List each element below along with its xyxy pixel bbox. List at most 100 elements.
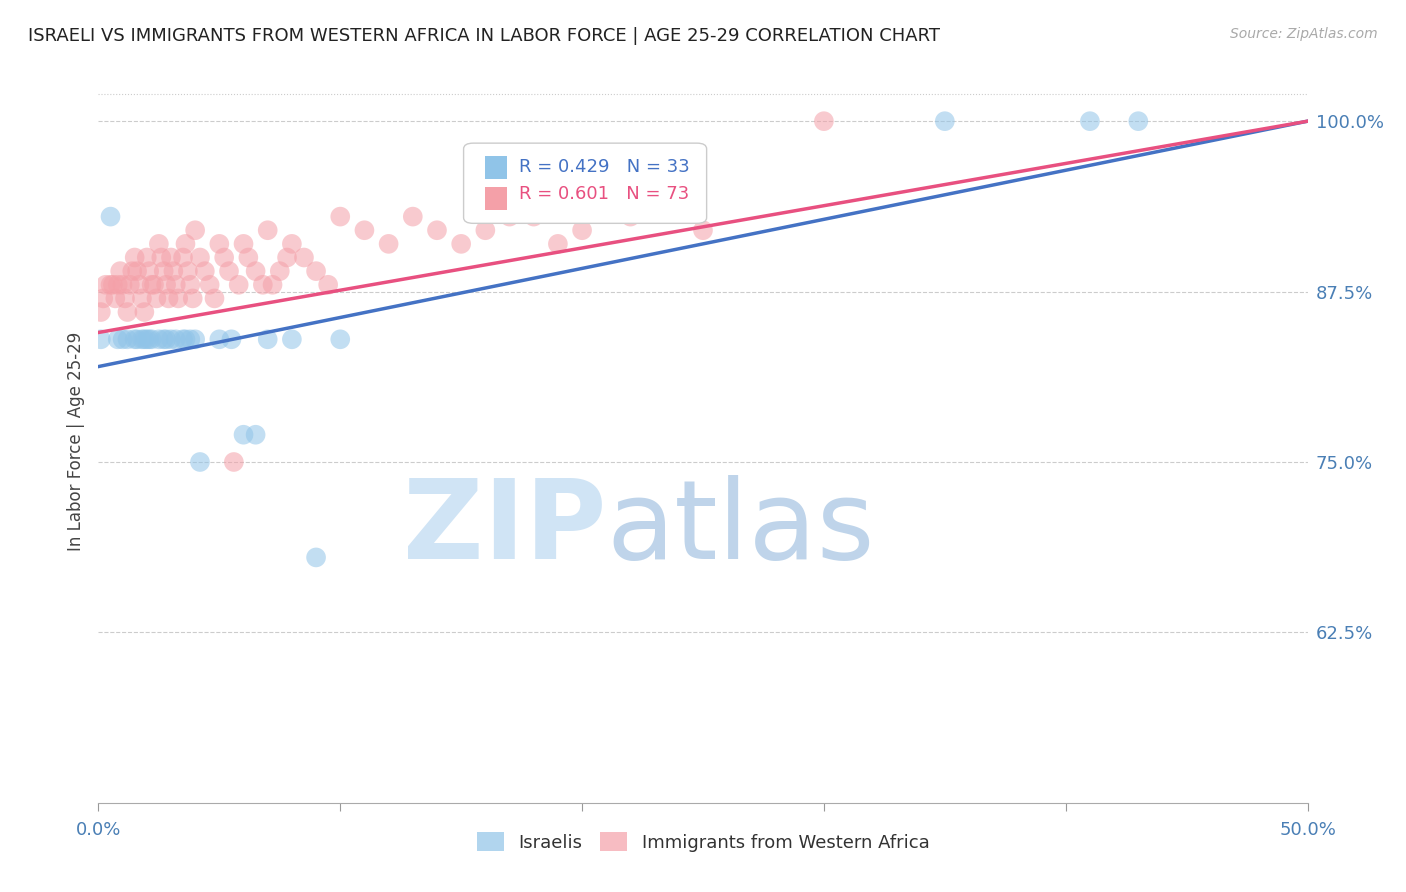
Point bbox=[252, 277, 274, 292]
Point bbox=[188, 455, 211, 469]
Point bbox=[127, 264, 149, 278]
Point bbox=[813, 114, 835, 128]
Point bbox=[329, 332, 352, 346]
Point bbox=[135, 251, 157, 265]
Point bbox=[160, 251, 183, 265]
Point bbox=[174, 236, 197, 251]
Point bbox=[179, 277, 201, 292]
Point bbox=[329, 210, 352, 224]
Point bbox=[107, 332, 129, 346]
Text: atlas: atlas bbox=[606, 475, 875, 582]
Point bbox=[228, 277, 250, 292]
Text: ISRAELI VS IMMIGRANTS FROM WESTERN AFRICA IN LABOR FORCE | AGE 25-29 CORRELATION: ISRAELI VS IMMIGRANTS FROM WESTERN AFRIC… bbox=[28, 27, 941, 45]
Point bbox=[232, 236, 254, 251]
Point bbox=[204, 292, 226, 306]
Point bbox=[474, 223, 496, 237]
Point bbox=[148, 236, 170, 251]
Point bbox=[118, 277, 141, 292]
Point bbox=[184, 223, 207, 237]
Point bbox=[111, 332, 134, 346]
Point bbox=[177, 264, 200, 278]
Point bbox=[104, 292, 127, 306]
Point bbox=[208, 236, 231, 251]
Point bbox=[198, 277, 221, 292]
Point bbox=[155, 277, 177, 292]
Point bbox=[141, 277, 163, 292]
Point bbox=[212, 251, 235, 265]
Point bbox=[194, 264, 217, 278]
Point bbox=[523, 210, 546, 224]
Point bbox=[174, 332, 197, 346]
FancyBboxPatch shape bbox=[485, 156, 508, 179]
Point bbox=[1078, 114, 1101, 128]
Point bbox=[145, 292, 167, 306]
Point bbox=[245, 427, 267, 442]
Point bbox=[179, 332, 201, 346]
Point bbox=[181, 292, 204, 306]
Point bbox=[111, 277, 134, 292]
Point bbox=[107, 277, 129, 292]
Text: ZIP: ZIP bbox=[404, 475, 606, 582]
Point bbox=[256, 223, 278, 237]
Point bbox=[377, 236, 399, 251]
Point bbox=[91, 292, 114, 306]
Point bbox=[135, 332, 157, 346]
Point bbox=[124, 251, 146, 265]
Point bbox=[256, 332, 278, 346]
Point bbox=[100, 277, 122, 292]
Point bbox=[167, 292, 190, 306]
Point bbox=[276, 251, 298, 265]
Point bbox=[157, 292, 180, 306]
Y-axis label: In Labor Force | Age 25-29: In Labor Force | Age 25-29 bbox=[66, 332, 84, 551]
Point bbox=[221, 332, 243, 346]
Legend: Israelis, Immigrants from Western Africa: Israelis, Immigrants from Western Africa bbox=[470, 825, 936, 859]
Point bbox=[114, 292, 136, 306]
Point bbox=[131, 292, 153, 306]
Point bbox=[160, 332, 183, 346]
Point bbox=[232, 427, 254, 442]
Point bbox=[571, 223, 593, 237]
Point bbox=[141, 332, 163, 346]
Point bbox=[934, 114, 956, 128]
Point bbox=[262, 277, 284, 292]
Text: 50.0%: 50.0% bbox=[1279, 821, 1336, 838]
Point bbox=[292, 251, 315, 265]
Point bbox=[143, 277, 166, 292]
Point bbox=[305, 264, 328, 278]
Point bbox=[150, 251, 173, 265]
Point bbox=[165, 332, 187, 346]
Point bbox=[155, 332, 177, 346]
Point bbox=[1128, 114, 1150, 128]
Point bbox=[208, 332, 231, 346]
Point bbox=[222, 455, 245, 469]
Point bbox=[353, 223, 375, 237]
Point bbox=[184, 332, 207, 346]
Point bbox=[402, 210, 425, 224]
Point bbox=[138, 332, 160, 346]
Point bbox=[238, 251, 260, 265]
Point bbox=[94, 277, 117, 292]
Point bbox=[134, 332, 156, 346]
Point bbox=[218, 264, 240, 278]
Point bbox=[131, 332, 153, 346]
Point bbox=[90, 332, 112, 346]
Point bbox=[426, 223, 449, 237]
Text: R = 0.601   N = 73: R = 0.601 N = 73 bbox=[519, 185, 689, 203]
Point bbox=[692, 223, 714, 237]
Point bbox=[148, 332, 170, 346]
Text: 0.0%: 0.0% bbox=[76, 821, 121, 838]
Point bbox=[316, 277, 339, 292]
Point bbox=[152, 332, 174, 346]
Point bbox=[128, 277, 150, 292]
Point bbox=[127, 332, 149, 346]
Point bbox=[108, 264, 131, 278]
Point bbox=[100, 210, 122, 224]
Point bbox=[269, 264, 291, 278]
Point bbox=[172, 332, 194, 346]
FancyBboxPatch shape bbox=[464, 143, 707, 223]
Point bbox=[138, 264, 160, 278]
Point bbox=[162, 264, 184, 278]
Point bbox=[121, 264, 143, 278]
Point bbox=[90, 305, 112, 319]
Text: R = 0.429   N = 33: R = 0.429 N = 33 bbox=[519, 158, 690, 176]
